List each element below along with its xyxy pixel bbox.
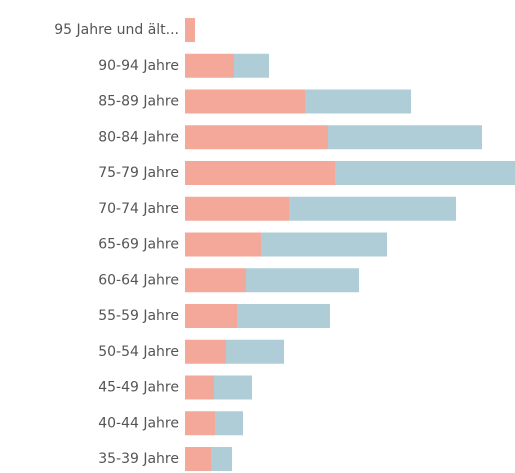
bar-segment: [261, 232, 387, 257]
y-tick-label: 60-64 Jahre: [98, 272, 179, 288]
bar-segment: [214, 375, 252, 400]
y-tick-label: 75-79 Jahre: [98, 165, 179, 181]
bar-segment: [185, 339, 226, 364]
bar-segment: [335, 161, 515, 185]
bar-segment: [328, 125, 482, 150]
y-tick-label: 70-74 Jahre: [98, 201, 179, 217]
y-tick-label: 45-49 Jahre: [98, 380, 179, 396]
bar-segment: [185, 304, 237, 328]
bar-segment: [185, 53, 234, 78]
bar-segment: [305, 89, 411, 114]
bar-segment: [185, 161, 335, 185]
bar-segment: [185, 125, 328, 150]
bar-segment: [185, 232, 261, 257]
y-tick-label: 55-59 Jahre: [98, 308, 179, 324]
bar-segment: [185, 89, 305, 114]
y-tick-label: 90-94 Jahre: [98, 58, 179, 74]
bar-segment: [185, 18, 195, 42]
y-tick-label: 80-84 Jahre: [98, 129, 179, 145]
bar-segment: [234, 53, 269, 78]
y-tick-label: 35-39 Jahre: [98, 451, 179, 467]
y-tick-label: 65-69 Jahre: [98, 237, 179, 253]
bar-segment: [185, 447, 211, 471]
bar-segment: [185, 268, 246, 293]
y-tick-label: 95 Jahre und ält...: [54, 22, 179, 38]
bar-segment: [226, 339, 284, 364]
y-tick-label: 40-44 Jahre: [98, 415, 179, 431]
bar-segment: [185, 196, 289, 221]
bar-segment: [237, 304, 330, 328]
bar-segment: [211, 447, 232, 471]
bar-segment: [185, 375, 214, 400]
bar-segment: [185, 411, 215, 436]
y-tick-label: 85-89 Jahre: [98, 94, 179, 110]
bar-segment: [289, 196, 456, 221]
bar-segment: [246, 268, 359, 293]
bar-segment: [215, 411, 243, 436]
y-tick-label: 50-54 Jahre: [98, 344, 179, 360]
